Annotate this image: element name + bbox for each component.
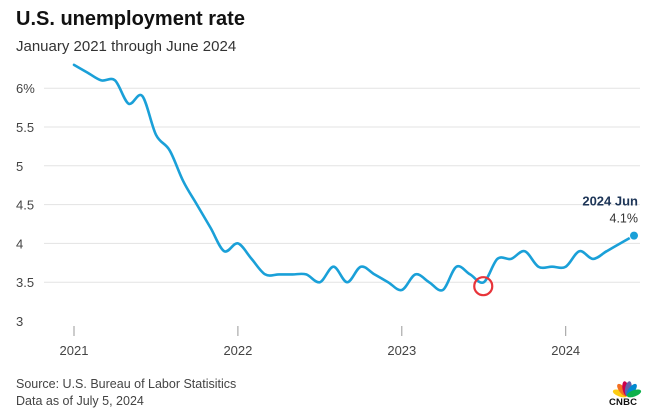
- chart-subtitle: January 2021 through June 2024: [16, 38, 237, 55]
- y-tick-label: 5.5: [16, 120, 34, 135]
- y-tick-label: 4: [16, 236, 23, 251]
- data-date-note: Data as of July 5, 2024: [16, 394, 144, 408]
- chart-title: U.S. unemployment rate: [16, 8, 245, 30]
- y-tick-label: 3: [16, 314, 23, 329]
- end-label-date: 2024 Jun: [582, 194, 638, 209]
- chart-footer: Source: U.S. Bureau of Labor Statisitics…: [16, 376, 236, 410]
- cnbc-logo-text: CNBC: [609, 397, 638, 408]
- y-tick-label: 6%: [16, 81, 35, 96]
- y-tick-label: 3.5: [16, 275, 34, 290]
- x-tick-label: 2022: [223, 343, 252, 358]
- end-label-value: 4.1%: [610, 212, 639, 226]
- cnbc-peacock-logo: [612, 381, 642, 398]
- y-tick-label: 5: [16, 159, 23, 174]
- highlight-circle: [473, 276, 494, 297]
- y-tick-label: 4.5: [16, 198, 34, 213]
- series-line-unemployment-rate: [72, 63, 636, 292]
- x-tick-label: 2021: [60, 343, 89, 358]
- end-point-marker: [629, 230, 639, 241]
- x-tick-label: 2024: [551, 343, 580, 358]
- source-note: Source: U.S. Bureau of Labor Statisitics: [16, 377, 237, 391]
- logo-feather: [626, 389, 642, 398]
- x-tick-label: 2023: [387, 343, 416, 358]
